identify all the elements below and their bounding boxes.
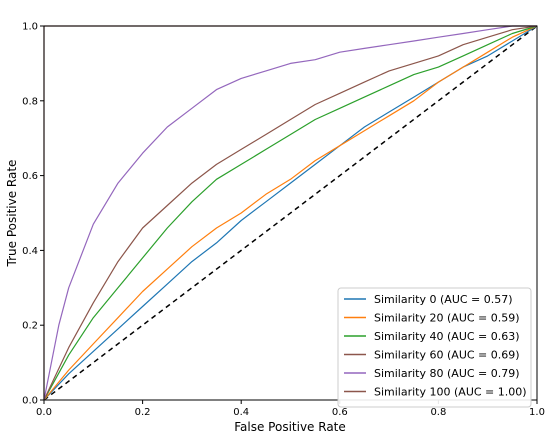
y-axis-label: True Positive Rate	[5, 160, 19, 268]
legend-label: Similarity 40 (AUC = 0.63)	[374, 330, 520, 343]
x-tick-label: 0.2	[135, 407, 151, 418]
axes-frame	[43, 25, 538, 401]
y-tick-label: 0.6	[22, 171, 38, 182]
legend-label: Similarity 60 (AUC = 0.69)	[374, 349, 520, 362]
series-line-4	[43, 25, 537, 401]
series-line-2	[43, 25, 538, 401]
legend-label: Similarity 100 (AUC = 1.00)	[374, 386, 527, 399]
legend-box	[337, 287, 532, 408]
y-tick-label: 1.0	[22, 22, 38, 33]
y-tick-label: 0.8	[22, 96, 38, 107]
legend-label: Similarity 80 (AUC = 0.79)	[374, 367, 520, 380]
series-line-1	[43, 25, 538, 401]
legend: Similarity 0 (AUC = 0.57) Similarity 20 (…	[337, 287, 532, 408]
x-tick-label: 0.4	[233, 407, 249, 418]
x-axis-label: False Positive Rate	[234, 420, 346, 434]
legend-label: Similarity 20 (AUC = 0.59)	[374, 312, 520, 325]
chance-line	[43, 25, 538, 401]
series-line-3	[43, 25, 538, 401]
legend-label: Similarity 0 (AUC = 0.57)	[374, 293, 513, 306]
y-tick-label: 0.2	[22, 321, 38, 332]
x-tick-label: 0.8	[430, 407, 446, 418]
x-tick-label: 0.6	[332, 407, 348, 418]
x-tick-label: 1.0	[529, 407, 545, 418]
y-tick-label: 0.4	[22, 246, 38, 257]
y-tick-label: 0.0	[22, 396, 38, 407]
x-tick-label: 0.0	[36, 407, 52, 418]
